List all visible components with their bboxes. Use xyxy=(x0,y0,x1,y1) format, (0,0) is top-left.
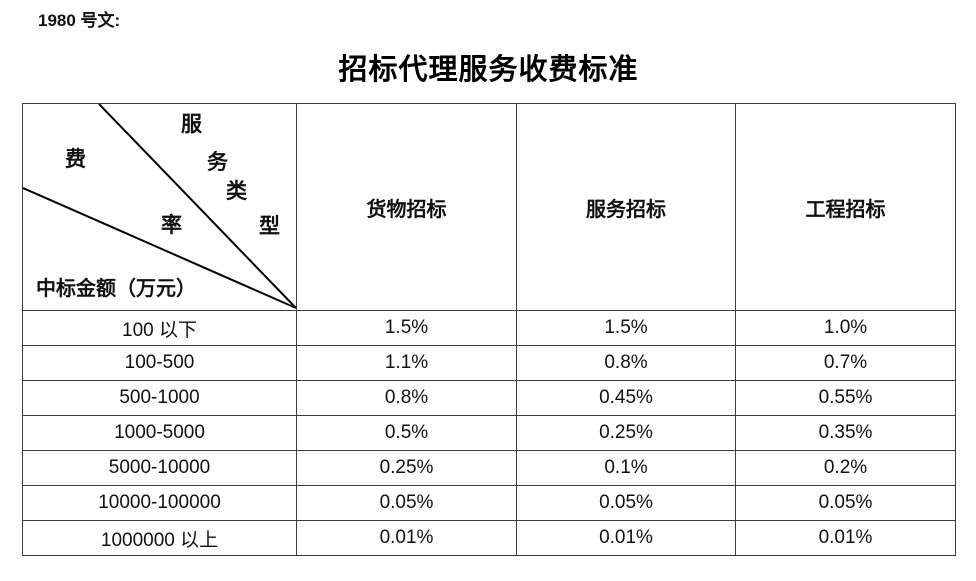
table-header-row: 服 务 类 型 费 率 中标金额（万元） 货物招标 服务招标 工程招标 xyxy=(22,103,956,311)
goods-rate-cell: 0.01% xyxy=(296,520,517,556)
amount-range-cell: 10000-100000 xyxy=(22,485,297,521)
amount-range-cell: 100-500 xyxy=(22,345,297,381)
amount-range-cell: 1000-5000 xyxy=(22,415,297,451)
service-rate-cell: 0.1% xyxy=(516,450,736,486)
corner-fee-rate-char: 费 xyxy=(65,147,86,171)
corner-header-cell: 服 务 类 型 费 率 中标金额（万元） xyxy=(22,103,297,311)
service-rate-cell: 0.05% xyxy=(516,485,736,521)
amount-range-cell: 100 以下 xyxy=(22,310,297,346)
diagonal-split-lines-icon xyxy=(23,104,297,309)
engineering-rate-cell: 0.05% xyxy=(735,485,956,521)
table-row: 100-500 1.1% 0.8% 0.7% xyxy=(22,345,956,381)
engineering-rate-cell: 0.01% xyxy=(735,520,956,556)
goods-rate-cell: 1.1% xyxy=(296,345,517,381)
engineering-rate-cell: 1.0% xyxy=(735,310,956,346)
amount-range-cell: 500-1000 xyxy=(22,380,297,416)
corner-fee-rate-char: 率 xyxy=(161,213,182,237)
amount-axis-label: 中标金额（万元） xyxy=(36,278,196,300)
table-row: 10000-100000 0.05% 0.05% 0.05% xyxy=(22,485,956,521)
amount-range-cell: 5000-10000 xyxy=(22,450,297,486)
column-header-goods: 货物招标 xyxy=(296,103,517,311)
engineering-rate-cell: 0.2% xyxy=(735,450,956,486)
table-row: 1000-5000 0.5% 0.25% 0.35% xyxy=(22,415,956,451)
service-rate-cell: 1.5% xyxy=(516,310,736,346)
corner-header-content: 服 务 类 型 费 率 中标金额（万元） xyxy=(23,104,297,310)
goods-rate-cell: 0.25% xyxy=(296,450,517,486)
page-title: 招标代理服务收费标准 xyxy=(338,54,639,86)
goods-rate-cell: 0.8% xyxy=(296,380,517,416)
table-row: 500-1000 0.8% 0.45% 0.55% xyxy=(22,380,956,416)
column-header-service: 服务招标 xyxy=(516,103,736,311)
table-row: 1000000 以上 0.01% 0.01% 0.01% xyxy=(22,520,956,556)
engineering-rate-cell: 0.35% xyxy=(735,415,956,451)
corner-service-type-char: 型 xyxy=(259,214,280,238)
amount-range-cell: 1000000 以上 xyxy=(22,520,297,556)
service-rate-cell: 0.01% xyxy=(516,520,736,556)
engineering-rate-cell: 0.55% xyxy=(735,380,956,416)
service-rate-cell: 0.8% xyxy=(516,345,736,381)
engineering-rate-cell: 0.7% xyxy=(735,345,956,381)
doc-number: 1980 号文: xyxy=(38,11,121,30)
corner-service-type-char: 服 xyxy=(181,112,202,136)
service-rate-cell: 0.45% xyxy=(516,380,736,416)
table-row: 100 以下 1.5% 1.5% 1.0% xyxy=(22,310,956,346)
goods-rate-cell: 1.5% xyxy=(296,310,517,346)
corner-service-type-char: 类 xyxy=(226,179,247,203)
corner-service-type-char: 务 xyxy=(207,150,228,174)
goods-rate-cell: 0.5% xyxy=(296,415,517,451)
column-header-engineering: 工程招标 xyxy=(735,103,956,311)
table-row: 5000-10000 0.25% 0.1% 0.2% xyxy=(22,450,956,486)
service-rate-cell: 0.25% xyxy=(516,415,736,451)
fee-standard-table: 服 务 类 型 费 率 中标金额（万元） 货物招标 服务招标 工程招标 100 … xyxy=(22,103,956,556)
goods-rate-cell: 0.05% xyxy=(296,485,517,521)
